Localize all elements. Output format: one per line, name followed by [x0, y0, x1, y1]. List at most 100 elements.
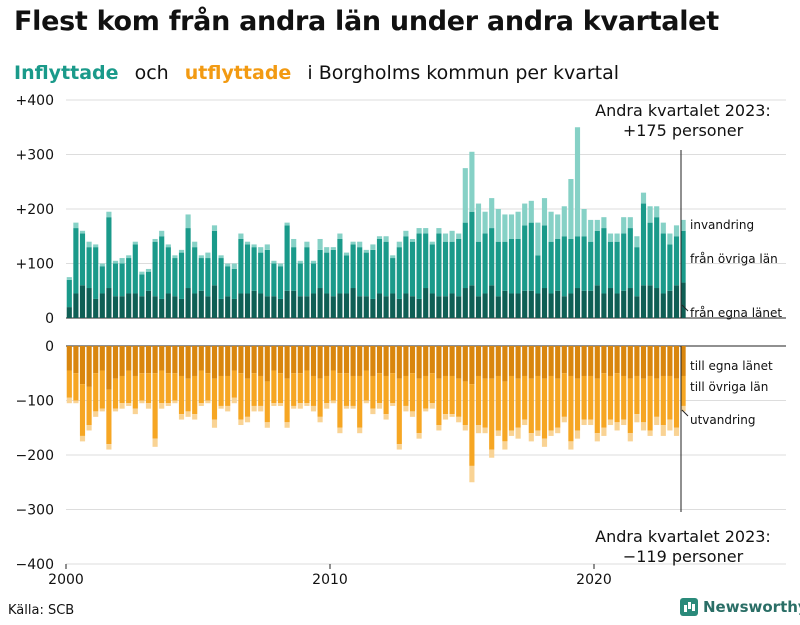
bar-in-0 — [462, 288, 468, 318]
bar-in-1 — [515, 238, 521, 294]
bar-out-1 — [555, 378, 561, 428]
subtitle-inflyttade: Inflyttade — [14, 62, 119, 84]
bar-in-0 — [383, 296, 389, 318]
bar-in-1 — [429, 244, 435, 294]
bar-out-1 — [607, 375, 614, 420]
bar-out-2 — [73, 400, 79, 404]
bar-in-1 — [574, 236, 581, 289]
bar-in-0 — [231, 298, 237, 318]
bar-out-2 — [561, 416, 567, 423]
bar-in-0 — [99, 293, 105, 318]
bar-out-0 — [106, 346, 112, 390]
bar-in-1 — [145, 271, 152, 291]
bar-in-2 — [515, 211, 521, 239]
bar-in-0 — [515, 293, 521, 318]
bar-out-0 — [627, 346, 633, 379]
bar-in-1 — [297, 263, 303, 297]
bar-in-2 — [555, 214, 561, 239]
bar-in-0 — [172, 296, 178, 318]
bar-in-2 — [561, 206, 567, 237]
bar-out-1 — [370, 375, 376, 409]
bar-out-1 — [390, 373, 396, 404]
bar-in-1 — [614, 241, 620, 294]
bar-out-2 — [403, 405, 409, 412]
subtitle-rest: i Borgholms kommun per kvartal — [307, 62, 620, 84]
bar-out-2 — [304, 403, 310, 406]
bar-out-2 — [79, 435, 86, 442]
bar-out-2 — [449, 414, 455, 417]
bar-out-1 — [541, 378, 548, 439]
bar-in-1 — [93, 247, 99, 299]
bar-in-1 — [258, 252, 264, 294]
bar-in-0 — [205, 296, 211, 318]
bar-out-0 — [555, 346, 561, 379]
bar-out-2 — [396, 444, 402, 450]
bar-out-2 — [627, 433, 633, 442]
bar-in-0 — [390, 293, 396, 318]
bar-in-2 — [178, 249, 185, 253]
top-annotation-title: Andra kvartalet 2023: — [595, 101, 771, 120]
bar-in-0 — [436, 296, 442, 318]
bar-out-2 — [416, 433, 422, 439]
bar-out-1 — [568, 375, 574, 442]
bar-in-0 — [548, 293, 554, 318]
bar-out-0 — [634, 346, 640, 376]
bottom-annotation-value: −119 personer — [623, 547, 744, 566]
legend-pointer-out — [681, 409, 689, 417]
bar-in-0 — [132, 293, 138, 318]
bar-in-0 — [601, 293, 607, 318]
bar-in-0 — [185, 288, 191, 318]
bar-in-1 — [343, 255, 350, 294]
bar-out-0 — [607, 346, 614, 376]
y-tick-label: 0 — [45, 339, 54, 355]
bar-in-2 — [614, 233, 620, 242]
bar-out-0 — [475, 346, 482, 376]
bar-in-0 — [416, 298, 422, 318]
bar-in-1 — [462, 222, 468, 289]
bar-out-1 — [383, 375, 389, 415]
bar-out-1 — [357, 375, 363, 428]
bar-out-2 — [192, 414, 198, 420]
bar-in-0 — [330, 296, 336, 318]
bar-in-1 — [251, 247, 257, 291]
bar-out-0 — [172, 346, 178, 374]
bar-out-0 — [673, 346, 680, 379]
bar-in-0 — [541, 288, 548, 318]
bar-in-2 — [198, 255, 204, 259]
bar-out-2 — [588, 419, 594, 426]
bar-in-2 — [73, 222, 79, 229]
bar-out-1 — [297, 373, 303, 404]
bar-in-2 — [502, 214, 508, 242]
bar-out-2 — [185, 411, 191, 417]
bar-in-0 — [673, 285, 680, 318]
bar-in-0 — [376, 293, 383, 318]
bar-out-1 — [317, 378, 323, 417]
bar-out-2 — [442, 414, 449, 420]
bar-out-2 — [330, 400, 336, 404]
bar-out-1 — [112, 378, 119, 409]
bar-out-0 — [297, 346, 303, 374]
bar-in-2 — [304, 241, 310, 248]
bar-in-1 — [112, 263, 119, 297]
bar-in-1 — [416, 233, 422, 299]
bar-in-1 — [442, 241, 449, 297]
y-tick-label: +400 — [16, 93, 54, 109]
bar-in-1 — [106, 217, 112, 289]
bar-out-0 — [357, 346, 363, 376]
legend-till-ovriga-lan: till övriga län — [690, 380, 768, 394]
bar-in-1 — [291, 247, 297, 291]
bar-in-0 — [614, 293, 620, 318]
bar-in-0 — [429, 293, 435, 318]
bar-out-0 — [522, 346, 528, 376]
bar-out-1 — [561, 373, 567, 417]
bar-out-2 — [218, 405, 224, 409]
bar-in-0 — [119, 296, 125, 318]
bar-out-1 — [423, 375, 429, 409]
bar-in-0 — [86, 288, 92, 318]
bar-in-2 — [409, 238, 416, 242]
bar-out-0 — [482, 346, 488, 379]
bar-out-0 — [251, 346, 257, 374]
bar-out-2 — [310, 405, 317, 412]
bar-in-1 — [548, 241, 554, 294]
